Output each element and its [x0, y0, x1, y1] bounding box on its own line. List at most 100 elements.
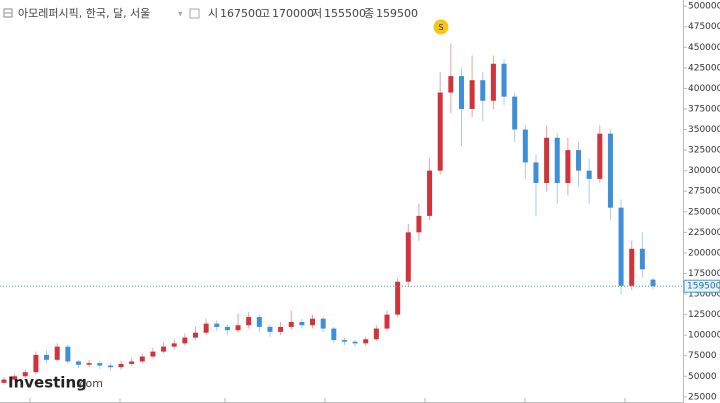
candle-body [395, 281, 401, 315]
candle-body [235, 325, 241, 331]
y-tick-label: 175000 [688, 269, 720, 279]
candle-body [33, 354, 39, 373]
last-price-tag [683, 279, 720, 293]
y-tick-label: 425000 [688, 63, 720, 73]
candle-body [437, 92, 443, 171]
candle-body [97, 363, 103, 366]
candle-body [480, 80, 486, 101]
candle-body [544, 137, 550, 183]
candle-body [256, 317, 262, 327]
y-tick-label: 500000 [688, 2, 720, 12]
candle-body [501, 63, 507, 97]
candle-body [54, 346, 60, 360]
ohlc-label: 종 [364, 7, 374, 20]
candle-body [363, 339, 369, 344]
y-tick-label: 475000 [688, 22, 720, 32]
candle-body [65, 346, 71, 362]
candle-body [118, 363, 124, 368]
y-tick-label: 450000 [688, 43, 720, 53]
candle-body [522, 129, 528, 163]
ohlc-label: 시 [208, 7, 218, 20]
candle-body [320, 318, 326, 329]
candle-body [299, 321, 305, 326]
candle-body [597, 133, 603, 179]
collapse-icon[interactable] [3, 8, 13, 18]
y-tick-label: 350000 [688, 125, 720, 135]
candle-body [458, 76, 464, 109]
candle-body [75, 361, 81, 365]
candle-body [576, 150, 582, 171]
logo-text: Investing [8, 374, 87, 392]
title: 아모레퍼시픽, 한국, 달, 서울 [18, 7, 150, 20]
y-tick-label: 375000 [688, 104, 720, 114]
candle-body [373, 328, 379, 340]
candle-body [310, 318, 316, 326]
candle-body [193, 332, 199, 338]
ohlc-label: 저 [312, 7, 322, 20]
candle-body [650, 279, 656, 287]
candle-body [618, 207, 624, 286]
candle-body [139, 356, 145, 362]
y-tick-label: 400000 [688, 84, 720, 94]
candle-body [331, 328, 337, 341]
candle-body [490, 63, 496, 101]
settings-icon[interactable] [189, 8, 200, 19]
event-marker-label: S [438, 23, 443, 32]
y-tick-label: 50000 [688, 372, 717, 382]
candle-body [161, 346, 167, 352]
candle-body [512, 96, 518, 130]
y-tick-label: 300000 [688, 166, 720, 176]
candle-body [150, 351, 156, 357]
candle-body [448, 76, 454, 93]
logo-suffix: .com [76, 377, 103, 390]
candle-body [565, 150, 571, 183]
candle-body [607, 133, 613, 208]
y-tick-label: 275000 [688, 187, 720, 197]
candle-body [224, 326, 230, 331]
logo: Investing .com [8, 374, 103, 392]
candle-body [288, 321, 294, 327]
candle-body [44, 354, 50, 360]
ohlc-label: 고 [260, 7, 270, 20]
candle-body [1, 379, 7, 383]
y-tick-label: 150000 [688, 290, 720, 300]
last-price-label: 159500 [687, 282, 720, 292]
candle-body [469, 80, 475, 109]
candle-body [405, 232, 411, 282]
candle-body [586, 170, 592, 179]
candle-body [267, 326, 273, 332]
candle-body [352, 341, 358, 344]
y-tick-label: 25000 [688, 392, 717, 402]
ohlc-value: 155500 [324, 7, 366, 20]
y-tick-label: 325000 [688, 146, 720, 156]
y-tick-label: 75000 [688, 351, 717, 361]
candle-body [107, 365, 113, 368]
candle-body [86, 363, 92, 365]
y-tick-label: 225000 [688, 228, 720, 238]
y-tick-label: 125000 [688, 310, 720, 320]
candle-body [22, 372, 28, 377]
y-tick-label: 100000 [688, 331, 720, 341]
dropdown-icon[interactable]: ▾ [178, 10, 183, 20]
candle-body [129, 361, 135, 364]
candle-body [341, 340, 347, 342]
y-tick-label: 250000 [688, 207, 720, 217]
y-tick-label: 200000 [688, 248, 720, 258]
ohlc-value: 167500 [220, 7, 262, 20]
ohlc-value: 159500 [376, 7, 418, 20]
candle-body [533, 162, 539, 183]
ohlc-value: 170000 [272, 7, 314, 20]
candle-body [416, 215, 422, 233]
candle-body [214, 323, 220, 327]
candle-body [171, 343, 177, 347]
candle-body [278, 326, 284, 332]
candle-body [554, 137, 560, 183]
event-marker [433, 19, 449, 35]
candle-body [203, 323, 209, 333]
candle-body [12, 376, 18, 380]
candle-body [246, 317, 252, 326]
candle-body [427, 170, 433, 216]
candle-body [629, 248, 635, 286]
